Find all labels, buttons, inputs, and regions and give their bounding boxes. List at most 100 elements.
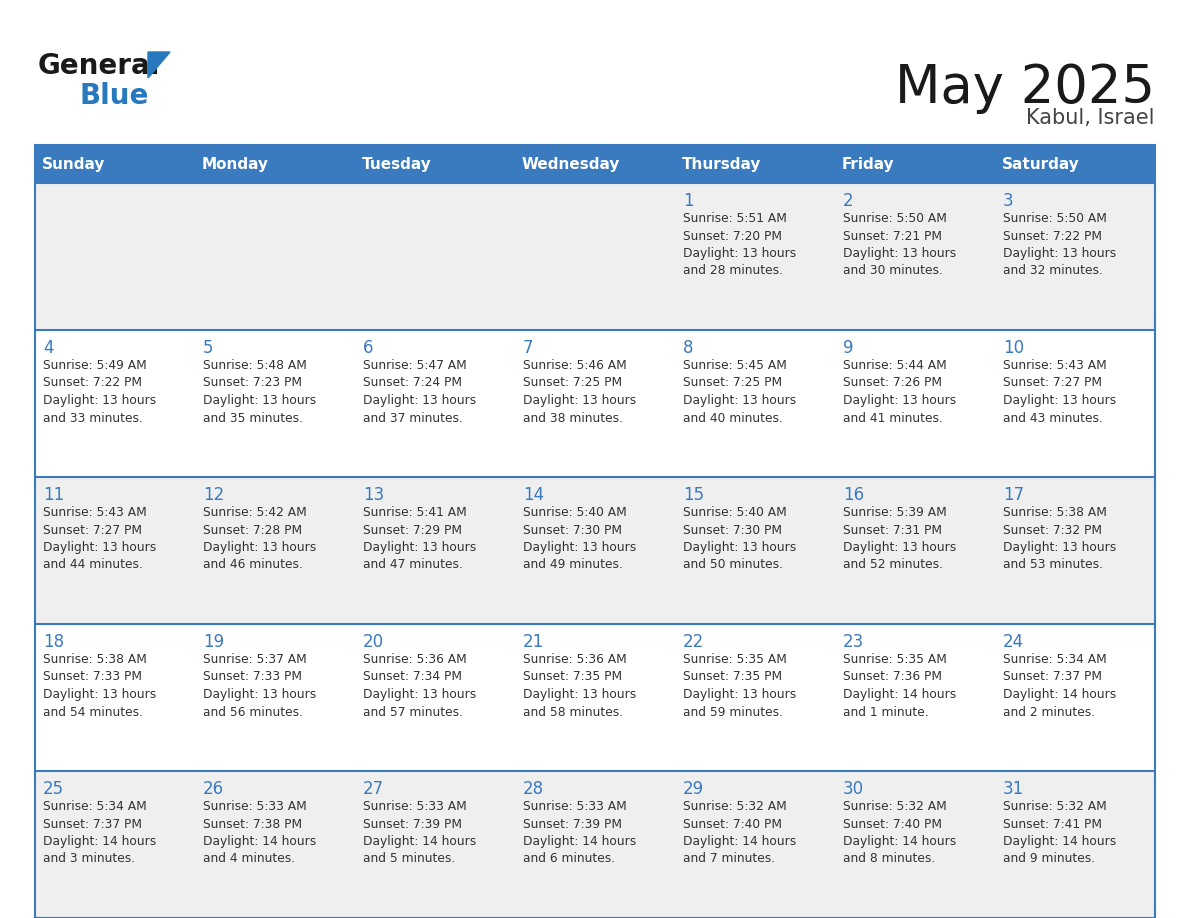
Text: Sunset: 7:28 PM: Sunset: 7:28 PM (203, 523, 302, 536)
Text: Daylight: 13 hours: Daylight: 13 hours (203, 688, 316, 701)
Text: General: General (38, 52, 160, 80)
Text: Daylight: 13 hours: Daylight: 13 hours (683, 541, 796, 554)
Text: Daylight: 14 hours: Daylight: 14 hours (843, 688, 956, 701)
Text: Daylight: 13 hours: Daylight: 13 hours (43, 394, 157, 407)
Text: 18: 18 (43, 633, 64, 651)
Text: Sunrise: 5:33 AM: Sunrise: 5:33 AM (364, 800, 467, 813)
Text: Sunset: 7:22 PM: Sunset: 7:22 PM (43, 376, 143, 389)
Text: Daylight: 14 hours: Daylight: 14 hours (43, 835, 157, 848)
Text: Sunrise: 5:37 AM: Sunrise: 5:37 AM (203, 653, 307, 666)
Text: Sunrise: 5:42 AM: Sunrise: 5:42 AM (203, 506, 307, 519)
Text: Sunset: 7:30 PM: Sunset: 7:30 PM (523, 523, 623, 536)
Text: Thursday: Thursday (682, 156, 760, 172)
Text: Daylight: 13 hours: Daylight: 13 hours (843, 541, 956, 554)
Text: Sunrise: 5:43 AM: Sunrise: 5:43 AM (1003, 359, 1107, 372)
Text: Daylight: 14 hours: Daylight: 14 hours (1003, 835, 1117, 848)
Text: Sunrise: 5:50 AM: Sunrise: 5:50 AM (843, 212, 947, 225)
Text: and 41 minutes.: and 41 minutes. (843, 411, 943, 424)
Text: Daylight: 13 hours: Daylight: 13 hours (364, 688, 476, 701)
Text: and 44 minutes.: and 44 minutes. (43, 558, 143, 572)
Text: Sunset: 7:34 PM: Sunset: 7:34 PM (364, 670, 462, 684)
Text: Sunset: 7:21 PM: Sunset: 7:21 PM (843, 230, 942, 242)
Text: 24: 24 (1003, 633, 1024, 651)
Text: Sunset: 7:25 PM: Sunset: 7:25 PM (683, 376, 782, 389)
Text: 19: 19 (203, 633, 225, 651)
Text: 13: 13 (364, 486, 384, 504)
Text: Sunrise: 5:38 AM: Sunrise: 5:38 AM (43, 653, 147, 666)
Text: Sunrise: 5:36 AM: Sunrise: 5:36 AM (364, 653, 467, 666)
Text: Sunrise: 5:49 AM: Sunrise: 5:49 AM (43, 359, 147, 372)
Text: 6: 6 (364, 339, 373, 357)
Text: Sunrise: 5:34 AM: Sunrise: 5:34 AM (1003, 653, 1107, 666)
Text: Daylight: 13 hours: Daylight: 13 hours (1003, 394, 1117, 407)
Text: and 3 minutes.: and 3 minutes. (43, 853, 135, 866)
Text: Daylight: 13 hours: Daylight: 13 hours (843, 247, 956, 260)
Bar (34, 330, 1155, 477)
Text: Sunset: 7:36 PM: Sunset: 7:36 PM (843, 670, 942, 684)
Text: Daylight: 14 hours: Daylight: 14 hours (364, 835, 476, 848)
Text: 16: 16 (843, 486, 864, 504)
Text: Sunset: 7:23 PM: Sunset: 7:23 PM (203, 376, 302, 389)
Text: and 1 minute.: and 1 minute. (843, 706, 929, 719)
Text: and 50 minutes.: and 50 minutes. (683, 558, 783, 572)
Text: and 7 minutes.: and 7 minutes. (683, 853, 775, 866)
Text: 29: 29 (683, 780, 704, 798)
Text: and 43 minutes.: and 43 minutes. (1003, 411, 1102, 424)
Text: 20: 20 (364, 633, 384, 651)
Text: 3: 3 (1003, 192, 1013, 210)
Bar (34, 183, 1155, 330)
Text: Sunrise: 5:40 AM: Sunrise: 5:40 AM (683, 506, 786, 519)
Bar (34, 624, 1155, 771)
Text: Daylight: 13 hours: Daylight: 13 hours (683, 394, 796, 407)
Text: Sunrise: 5:46 AM: Sunrise: 5:46 AM (523, 359, 627, 372)
Text: Tuesday: Tuesday (361, 156, 431, 172)
Text: and 59 minutes.: and 59 minutes. (683, 706, 783, 719)
Text: 5: 5 (203, 339, 214, 357)
Text: Daylight: 13 hours: Daylight: 13 hours (364, 541, 476, 554)
Text: 4: 4 (43, 339, 53, 357)
Text: Daylight: 13 hours: Daylight: 13 hours (523, 541, 637, 554)
Text: Sunset: 7:37 PM: Sunset: 7:37 PM (1003, 670, 1102, 684)
Text: 25: 25 (43, 780, 64, 798)
Text: Sunrise: 5:32 AM: Sunrise: 5:32 AM (683, 800, 786, 813)
Text: Daylight: 14 hours: Daylight: 14 hours (843, 835, 956, 848)
Text: Sunrise: 5:50 AM: Sunrise: 5:50 AM (1003, 212, 1107, 225)
Text: Sunrise: 5:32 AM: Sunrise: 5:32 AM (843, 800, 947, 813)
Text: Monday: Monday (202, 156, 268, 172)
Text: and 40 minutes.: and 40 minutes. (683, 411, 783, 424)
Text: and 49 minutes.: and 49 minutes. (523, 558, 623, 572)
Text: Sunset: 7:33 PM: Sunset: 7:33 PM (43, 670, 143, 684)
Text: Sunset: 7:41 PM: Sunset: 7:41 PM (1003, 818, 1102, 831)
Text: Sunrise: 5:35 AM: Sunrise: 5:35 AM (843, 653, 947, 666)
Text: Sunrise: 5:35 AM: Sunrise: 5:35 AM (683, 653, 786, 666)
Text: 23: 23 (843, 633, 864, 651)
Text: Sunset: 7:38 PM: Sunset: 7:38 PM (203, 818, 302, 831)
Text: and 47 minutes.: and 47 minutes. (364, 558, 463, 572)
Text: and 32 minutes.: and 32 minutes. (1003, 264, 1102, 277)
Text: Sunset: 7:33 PM: Sunset: 7:33 PM (203, 670, 302, 684)
Text: Sunset: 7:26 PM: Sunset: 7:26 PM (843, 376, 942, 389)
Text: and 9 minutes.: and 9 minutes. (1003, 853, 1095, 866)
Text: Sunset: 7:27 PM: Sunset: 7:27 PM (43, 523, 143, 536)
Text: Sunrise: 5:38 AM: Sunrise: 5:38 AM (1003, 506, 1107, 519)
Text: Sunset: 7:40 PM: Sunset: 7:40 PM (683, 818, 782, 831)
Text: Daylight: 13 hours: Daylight: 13 hours (43, 541, 157, 554)
Text: 28: 28 (523, 780, 544, 798)
Bar (34, 477, 1155, 624)
Text: 1: 1 (683, 192, 694, 210)
Text: 7: 7 (523, 339, 533, 357)
Text: Daylight: 13 hours: Daylight: 13 hours (683, 247, 796, 260)
Text: Sunset: 7:32 PM: Sunset: 7:32 PM (1003, 523, 1102, 536)
Text: Daylight: 13 hours: Daylight: 13 hours (203, 541, 316, 554)
Bar (34, 145, 1155, 918)
Bar (34, 771, 1155, 918)
Text: Sunrise: 5:40 AM: Sunrise: 5:40 AM (523, 506, 627, 519)
Text: Daylight: 13 hours: Daylight: 13 hours (203, 394, 316, 407)
Text: Sunrise: 5:34 AM: Sunrise: 5:34 AM (43, 800, 147, 813)
Text: Kabul, Israel: Kabul, Israel (1026, 108, 1155, 128)
Text: May 2025: May 2025 (895, 62, 1155, 114)
Text: and 58 minutes.: and 58 minutes. (523, 706, 624, 719)
Text: Sunset: 7:22 PM: Sunset: 7:22 PM (1003, 230, 1102, 242)
Text: Daylight: 13 hours: Daylight: 13 hours (43, 688, 157, 701)
Text: and 38 minutes.: and 38 minutes. (523, 411, 623, 424)
